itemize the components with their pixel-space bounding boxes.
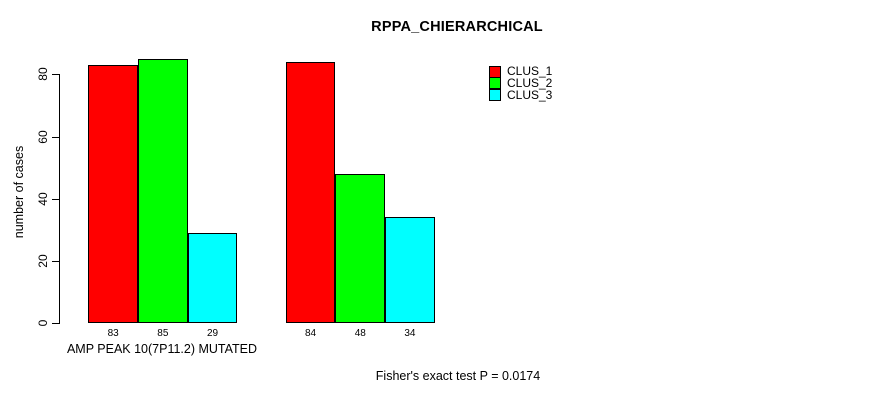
- legend-label-clus_2: CLUS_2: [507, 75, 553, 90]
- y-tick-label: 0: [36, 319, 50, 327]
- y-axis-line: [58, 74, 60, 324]
- y-tick-mark: [51, 198, 59, 200]
- y-tick-label: 40: [36, 192, 50, 206]
- legend-item: CLUS_1: [489, 64, 553, 78]
- bar-clus_1-group2: [285, 61, 336, 323]
- bar-clus_3-group2: [385, 217, 435, 323]
- bar-clus_2-group1: [138, 58, 188, 323]
- x-axis-label: AMP PEAK 10(7P11.2) MUTATED: [66, 342, 258, 356]
- legend-item: CLUS_3: [489, 87, 553, 102]
- bar-clus_3-group1: [187, 232, 238, 323]
- legend-swatch-clus_2: [489, 77, 501, 90]
- bar-value-label: 84: [304, 328, 317, 339]
- y-tick-mark: [51, 323, 59, 324]
- bar-value-label: 48: [354, 328, 366, 339]
- y-tick-mark: [51, 74, 59, 76]
- y-tick-label: 80: [36, 67, 50, 82]
- legend-label-clus_1: CLUS_1: [507, 64, 553, 78]
- chart-title: RPPA_CHIERARCHICAL: [371, 19, 543, 35]
- legend-label-clus_3: CLUS_3: [507, 87, 553, 102]
- y-tick-label: 60: [36, 129, 50, 144]
- bar-clus_1-group1: [88, 65, 138, 323]
- bar-value-label: 83: [107, 328, 119, 339]
- y-tick-mark: [51, 136, 59, 138]
- bar-clus_2-group2: [335, 173, 386, 323]
- legend-swatch-clus_3: [489, 89, 501, 102]
- fisher-test-annotation: Fisher's exact test P = 0.0174: [375, 369, 541, 383]
- y-axis-label: number of cases: [12, 145, 26, 239]
- bar-value-label: 34: [404, 328, 416, 339]
- bar-value-label: 85: [157, 328, 169, 339]
- y-tick-mark: [51, 260, 59, 262]
- legend-swatch-clus_1: [489, 65, 501, 78]
- y-tick-label: 20: [36, 254, 50, 268]
- legend-item: CLUS_2: [489, 75, 553, 90]
- bar-value-label: 29: [206, 328, 219, 339]
